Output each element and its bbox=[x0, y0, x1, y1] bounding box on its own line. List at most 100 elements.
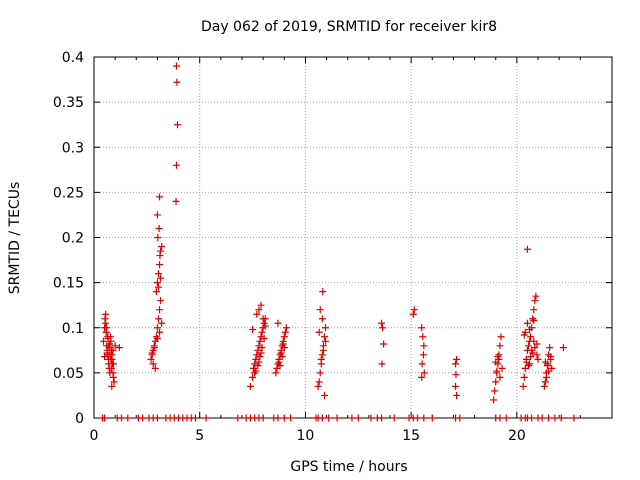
data-point bbox=[275, 358, 283, 366]
data-point bbox=[419, 333, 427, 341]
data-point bbox=[259, 315, 267, 323]
data-point bbox=[147, 355, 155, 363]
y-tick-label: 0.05 bbox=[53, 366, 84, 382]
data-point bbox=[251, 360, 259, 368]
data-point bbox=[255, 358, 263, 366]
y-tick-label: 0.15 bbox=[53, 276, 84, 292]
data-point bbox=[107, 355, 115, 363]
data-point bbox=[378, 414, 386, 422]
data-point bbox=[418, 324, 426, 332]
data-point bbox=[154, 283, 162, 291]
data-point bbox=[280, 333, 288, 341]
data-point bbox=[191, 414, 199, 422]
data-point bbox=[319, 346, 327, 354]
data-point bbox=[491, 387, 499, 395]
data-point bbox=[496, 373, 504, 381]
data-point bbox=[495, 355, 503, 363]
data-point bbox=[492, 378, 500, 386]
data-point bbox=[316, 369, 324, 377]
data-point bbox=[111, 342, 119, 350]
data-point bbox=[559, 344, 567, 352]
data-point bbox=[156, 193, 164, 201]
x-tick-label: 10 bbox=[297, 428, 315, 444]
data-point bbox=[253, 351, 261, 359]
data-point bbox=[249, 326, 257, 334]
data-point bbox=[254, 362, 262, 370]
data-point bbox=[544, 362, 552, 370]
x-tick-label: 5 bbox=[195, 428, 204, 444]
data-point bbox=[154, 234, 162, 241]
data-point bbox=[453, 391, 461, 399]
y-tick-label: 0.35 bbox=[53, 95, 84, 111]
y-axis-label: SRMTID / TECUs bbox=[7, 182, 23, 295]
data-point bbox=[258, 344, 266, 352]
data-point bbox=[153, 335, 161, 343]
data-point bbox=[272, 369, 280, 377]
data-point bbox=[529, 315, 537, 323]
data-point bbox=[526, 360, 534, 368]
data-point bbox=[108, 382, 116, 390]
data-point bbox=[246, 382, 254, 390]
data-point bbox=[320, 333, 328, 341]
data-point bbox=[281, 328, 289, 336]
x-tick-label: 15 bbox=[402, 428, 420, 444]
data-point bbox=[149, 360, 157, 368]
data-point bbox=[528, 414, 536, 422]
data-point bbox=[257, 349, 265, 357]
data-point bbox=[158, 319, 166, 327]
data-point bbox=[156, 252, 164, 260]
data-point bbox=[174, 121, 182, 129]
data-point bbox=[502, 414, 510, 422]
data-point bbox=[540, 382, 548, 390]
data-point bbox=[148, 349, 156, 357]
data-point bbox=[523, 319, 531, 327]
data-point bbox=[490, 396, 498, 404]
data-point bbox=[172, 197, 180, 205]
data-point bbox=[261, 322, 269, 330]
data-point bbox=[348, 414, 356, 422]
y-tick-label: 0.25 bbox=[53, 185, 84, 201]
data-point bbox=[253, 310, 261, 318]
series-srmtid bbox=[100, 62, 567, 404]
data-point bbox=[315, 328, 323, 336]
data-point bbox=[545, 367, 553, 375]
y-tick-label: 0.3 bbox=[62, 140, 84, 156]
data-point bbox=[260, 335, 268, 343]
data-point bbox=[379, 324, 387, 332]
data-point bbox=[542, 373, 550, 381]
data-point bbox=[173, 78, 181, 86]
data-point bbox=[496, 414, 504, 422]
data-point bbox=[102, 319, 110, 327]
data-point bbox=[532, 292, 540, 300]
data-point bbox=[420, 414, 428, 422]
data-point bbox=[234, 414, 242, 422]
data-point bbox=[172, 62, 180, 70]
data-point bbox=[172, 161, 180, 169]
data-point bbox=[318, 351, 326, 359]
data-point bbox=[410, 306, 418, 314]
data-point bbox=[547, 353, 555, 361]
data-point bbox=[456, 414, 464, 422]
y-axis: 0 0.05 0.1 0.15 0.2 0.25 0.3 0.35 0.4 bbox=[53, 50, 612, 427]
data-point bbox=[259, 414, 267, 422]
data-point bbox=[531, 297, 539, 305]
data-point bbox=[101, 315, 109, 323]
data-point bbox=[108, 351, 116, 359]
data-point bbox=[380, 340, 388, 348]
data-point bbox=[378, 360, 386, 368]
data-point bbox=[258, 328, 266, 336]
data-point bbox=[280, 344, 288, 352]
data-point bbox=[156, 328, 164, 336]
data-point bbox=[541, 378, 549, 386]
data-point bbox=[524, 362, 532, 370]
data-point bbox=[322, 337, 330, 345]
y-tick-label: 0.1 bbox=[62, 321, 84, 337]
data-point bbox=[529, 349, 537, 357]
data-point bbox=[325, 414, 333, 422]
data-point bbox=[419, 351, 427, 359]
data-point bbox=[519, 382, 527, 390]
data-point bbox=[156, 261, 164, 269]
series-zero-values bbox=[98, 414, 578, 422]
data-point bbox=[157, 297, 165, 305]
data-point bbox=[102, 328, 110, 336]
